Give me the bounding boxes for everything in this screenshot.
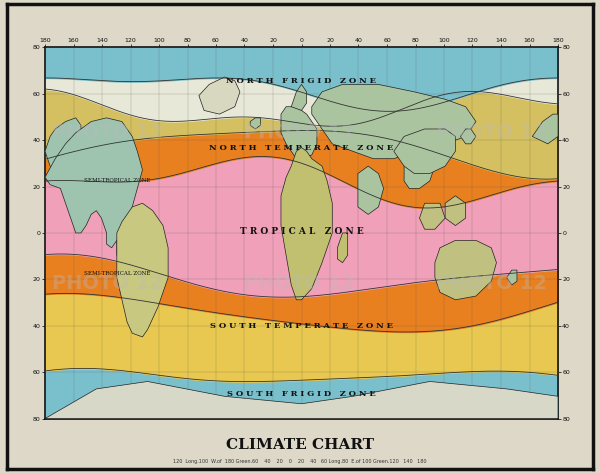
- Text: PHOTO 12: PHOTO 12: [436, 274, 548, 293]
- Text: S O U T H   T E M P E R A T E   Z O N E: S O U T H T E M P E R A T E Z O N E: [210, 322, 393, 330]
- Text: PHOTO 12: PHOTO 12: [245, 274, 355, 293]
- Text: SEMI-TROPICAL ZONE: SEMI-TROPICAL ZONE: [83, 178, 150, 184]
- Polygon shape: [312, 84, 476, 158]
- Text: SEMI-TROPICAL ZONE: SEMI-TROPICAL ZONE: [83, 272, 150, 276]
- Text: PHOTO 12: PHOTO 12: [245, 123, 355, 142]
- Text: CLIMATE CHART: CLIMATE CHART: [226, 438, 374, 452]
- Text: S O U T H   F R I G I D   Z O N E: S O U T H F R I G I D Z O N E: [227, 391, 376, 398]
- Polygon shape: [45, 118, 142, 248]
- Polygon shape: [281, 148, 332, 300]
- Text: N O R T H   F R I G I D   Z O N E: N O R T H F R I G I D Z O N E: [227, 77, 377, 85]
- Text: 120  Long.100  W.of  180 Green.60    40    20    0    20    40   60 Long.80  E.o: 120 Long.100 W.of 180 Green.60 40 20 0 2…: [173, 458, 427, 464]
- Polygon shape: [117, 203, 168, 337]
- Polygon shape: [404, 151, 435, 188]
- Polygon shape: [250, 118, 260, 129]
- Polygon shape: [445, 196, 466, 226]
- Polygon shape: [45, 118, 81, 170]
- Polygon shape: [506, 270, 517, 285]
- Polygon shape: [45, 381, 558, 419]
- Polygon shape: [358, 166, 383, 214]
- Polygon shape: [532, 114, 558, 144]
- Polygon shape: [461, 129, 476, 144]
- Polygon shape: [435, 240, 496, 300]
- Polygon shape: [291, 84, 307, 110]
- Text: PHOTO 12: PHOTO 12: [53, 123, 163, 142]
- Text: PHOTO 12: PHOTO 12: [53, 274, 163, 293]
- Text: T R O P I C A L   Z O N E: T R O P I C A L Z O N E: [239, 227, 364, 236]
- Polygon shape: [281, 107, 317, 158]
- Text: N O R T H   T E M P E R A T E   Z O N E: N O R T H T E M P E R A T E Z O N E: [209, 143, 394, 151]
- Polygon shape: [199, 77, 240, 114]
- Polygon shape: [117, 233, 127, 259]
- Polygon shape: [419, 203, 445, 229]
- Polygon shape: [337, 233, 347, 263]
- Text: PHOTO 12: PHOTO 12: [436, 123, 548, 142]
- Polygon shape: [394, 129, 455, 174]
